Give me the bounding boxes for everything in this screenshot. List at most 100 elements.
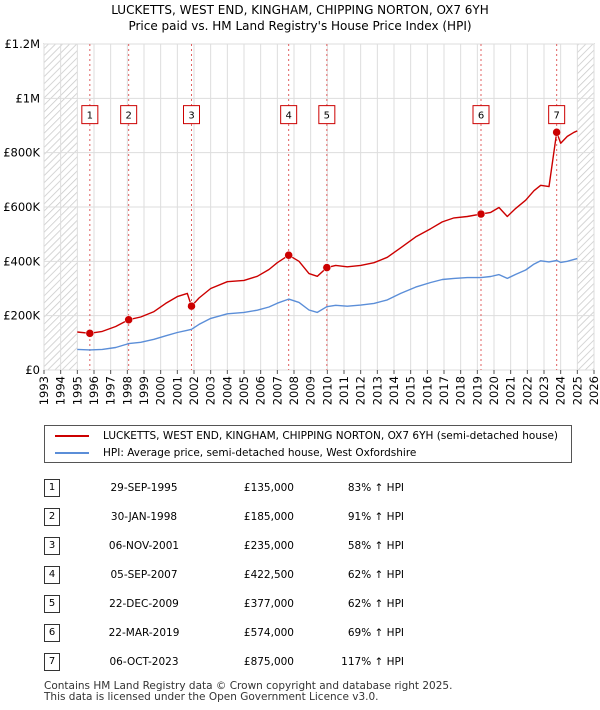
- legend-swatch-hpi: [55, 452, 89, 454]
- grid-lines: [43, 43, 595, 371]
- x-tick-label: 2014: [387, 376, 401, 405]
- sale-label-box: [280, 105, 298, 125]
- price-chart: LUCKETTS, WEST END, KINGHAM, CHIPPING NO…: [3, 3, 600, 405]
- x-tick-label: 2022: [520, 376, 534, 405]
- table-row: 2 30-JAN-1998 £185,000 91% ↑ HPI: [44, 502, 404, 531]
- x-tick-label: 2003: [204, 376, 218, 405]
- series-lines: [77, 130, 578, 351]
- sale-date: 22-DEC-2009: [109, 597, 179, 610]
- chart-subtitle: Price paid vs. HM Land Registry's House …: [128, 19, 471, 33]
- legend: LUCKETTS, WEST END, KINGHAM, CHIPPING NO…: [44, 425, 572, 463]
- sale-hpi-change: 83% ↑ HPI: [347, 481, 404, 494]
- sale-price: £875,000: [243, 655, 294, 668]
- sale-date: 22-MAR-2019: [108, 626, 180, 639]
- sale-marker: [187, 301, 196, 311]
- sale-price: £574,000: [243, 626, 294, 639]
- x-tick-label: 1997: [104, 376, 118, 405]
- sale-label-number: 3: [188, 111, 194, 122]
- y-tick-label: £1M: [15, 91, 40, 105]
- x-tick-label: 2002: [187, 376, 201, 405]
- x-axis: 1993 1994 1995 1996 1997 1998 1999 2000 2001 2002…: [37, 370, 600, 405]
- x-tick-label: 2024: [554, 376, 568, 405]
- x-tick-label: 2016: [420, 376, 434, 405]
- attribution-footer: Contains HM Land Registry data © Crown c…: [44, 681, 452, 703]
- sale-number-badge: 1: [44, 478, 60, 497]
- x-tick-label: 2023: [537, 376, 551, 405]
- table-row: 4 05-SEP-2007 £422,500 62% ↑ HPI: [44, 560, 404, 589]
- sale-marker: [552, 128, 561, 137]
- x-tick-label: 1996: [87, 376, 101, 405]
- sale-number-badge: 7: [44, 652, 60, 671]
- sale-hpi-change: 69% ↑ HPI: [347, 626, 404, 639]
- sale-label-boxes: 1 2 3 4 5 6 7: [81, 105, 566, 125]
- x-tick-label: 1994: [54, 376, 68, 405]
- sale-number-badge: 5: [44, 594, 60, 613]
- sale-price: £422,500: [243, 568, 294, 581]
- sale-label-number: 1: [87, 111, 93, 122]
- x-tick-label: 2011: [337, 376, 351, 405]
- x-tick-label: 2019: [470, 376, 484, 405]
- sale-price: £377,000: [243, 597, 294, 610]
- x-tick-label: 2009: [304, 376, 318, 405]
- sale-number-badge: 6: [44, 623, 60, 642]
- x-tick-label: 2004: [220, 376, 234, 405]
- sale-marker: [124, 315, 133, 324]
- sale-hpi-change: 62% ↑ HPI: [347, 597, 404, 610]
- sale-hpi-change: 91% ↑ HPI: [347, 510, 404, 523]
- x-tick-label: 2000: [154, 376, 168, 405]
- x-tick-label: 1995: [70, 376, 84, 405]
- x-tick-label: 2006: [254, 376, 268, 405]
- sale-label-number: 6: [478, 111, 484, 122]
- sale-number-badge: 2: [44, 507, 60, 526]
- x-tick-label: 2008: [287, 376, 301, 405]
- x-tick-label: 2013: [370, 376, 384, 405]
- attribution-line-2: This data is licensed under the Open Gov…: [44, 691, 379, 703]
- sale-label-box: [183, 105, 200, 125]
- sale-label-number: 2: [125, 111, 131, 122]
- sale-marker: [476, 209, 486, 219]
- sale-hpi-change: 117% ↑ HPI: [341, 655, 404, 668]
- legend-item-property: LUCKETTS, WEST END, KINGHAM, CHIPPING NO…: [55, 428, 558, 444]
- legend-item-hpi: HPI: Average price, semi-detached house,…: [55, 445, 416, 461]
- x-tick-label: 2001: [170, 376, 184, 405]
- attribution-line-1: Contains HM Land Registry data © Crown c…: [44, 680, 453, 692]
- y-tick-label: £400K: [3, 254, 40, 268]
- sale-number-badge: 4: [44, 565, 60, 584]
- sale-hpi-change: 58% ↑ HPI: [347, 539, 404, 552]
- sale-price: £235,000: [243, 539, 294, 552]
- x-tick-label: 2005: [237, 376, 251, 405]
- sale-date: 06-OCT-2023: [109, 655, 179, 668]
- sale-label-box: [120, 105, 138, 125]
- sale-label-box: [318, 105, 336, 125]
- sale-price: £185,000: [243, 510, 294, 523]
- sale-label-box: [548, 105, 566, 125]
- x-tick-label: 1993: [37, 376, 51, 405]
- x-tick-label: 1999: [137, 376, 151, 405]
- sale-number-badge: 3: [44, 536, 60, 555]
- chart-title: LUCKETTS, WEST END, KINGHAM, CHIPPING NO…: [111, 3, 489, 17]
- sale-date: 06-NOV-2001: [108, 539, 180, 552]
- table-row: 7 06-OCT-2023 £875,000 117% ↑ HPI: [44, 647, 404, 676]
- sale-label-box: [81, 105, 99, 125]
- sale-label-number: 5: [324, 111, 330, 122]
- x-tick-label: 2017: [437, 376, 451, 405]
- y-tick-label: £600K: [3, 200, 40, 214]
- x-tick-label: 2020: [487, 376, 501, 405]
- sales-table: 1 29-SEP-1995 £135,000 83% ↑ HPI 2 30-JA…: [44, 473, 404, 676]
- table-row: 5 22-DEC-2009 £377,000 62% ↑ HPI: [44, 589, 404, 618]
- sale-date: 05-SEP-2007: [110, 568, 178, 581]
- sale-label-number: 7: [553, 111, 559, 122]
- table-row: 6 22-MAR-2019 £574,000 69% ↑ HPI: [44, 618, 404, 647]
- x-tick-label: 2021: [504, 376, 518, 405]
- y-tick-label: £0: [25, 363, 40, 377]
- x-tick-label: 2015: [404, 376, 418, 405]
- sale-hpi-change: 62% ↑ HPI: [347, 568, 404, 581]
- sale-markers: [85, 128, 561, 338]
- x-tick-label: 2026: [587, 376, 600, 405]
- y-tick-label: £800K: [3, 146, 40, 160]
- legend-label-hpi: HPI: Average price, semi-detached house,…: [103, 447, 417, 459]
- x-tick-label: 1998: [120, 376, 134, 405]
- x-tick-label: 2007: [270, 376, 284, 405]
- x-tick-label: 2018: [454, 376, 468, 405]
- legend-swatch-property: [55, 435, 89, 437]
